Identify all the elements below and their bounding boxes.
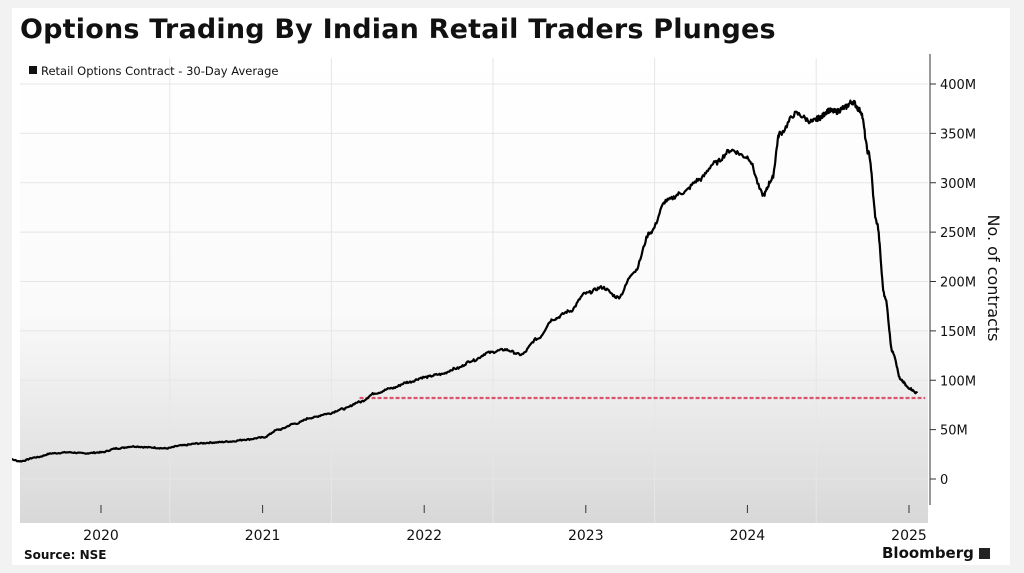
x-tick-layer: 2020 2021 2022 2023 2024 2025 xyxy=(83,505,927,544)
y-tick-label: 300M xyxy=(940,177,976,192)
x-tick-label: 2020 xyxy=(83,528,119,544)
source-note: Source: NSE xyxy=(24,548,107,562)
plot-background xyxy=(20,54,928,523)
y-tick-label: 0 xyxy=(940,473,948,488)
x-tick-label: 2022 xyxy=(406,528,442,544)
y-tick-label: 50M xyxy=(940,424,968,439)
x-tick-label: 2021 xyxy=(245,528,281,544)
x-tick-label: 2023 xyxy=(568,528,604,544)
brand-logo: Bloomberg xyxy=(882,544,990,562)
y-tick-label: 250M xyxy=(940,226,976,241)
y-tick-label: 150M xyxy=(940,325,976,340)
x-tick-label: 2025 xyxy=(891,528,927,544)
chart-frame: 0 50M 100M 150M 200M 250M 300M 350M 400M 2020 202… xyxy=(12,8,1010,565)
chart-title: Options Trading By Indian Retail Traders… xyxy=(20,14,776,45)
brand-icon xyxy=(978,548,990,559)
y-tick-layer: 0 50M 100M 150M 200M 250M 300M 350M 400M xyxy=(930,78,976,488)
series-line xyxy=(12,99,919,463)
y-tick-label: 350M xyxy=(940,127,976,142)
brand-name: Bloomberg xyxy=(882,544,974,562)
legend-swatch xyxy=(29,66,37,74)
legend-label: Retail Options Contract - 30-Day Average xyxy=(41,64,278,78)
y-tick-label: 100M xyxy=(940,374,976,389)
y-axis-label: No. of contracts xyxy=(984,215,1003,342)
x-tick-label: 2024 xyxy=(730,528,766,544)
y-tick-label: 400M xyxy=(940,78,976,93)
grid-layer xyxy=(20,58,928,523)
legend: Retail Options Contract - 30-Day Average xyxy=(29,64,278,78)
y-tick-label: 200M xyxy=(940,276,976,291)
